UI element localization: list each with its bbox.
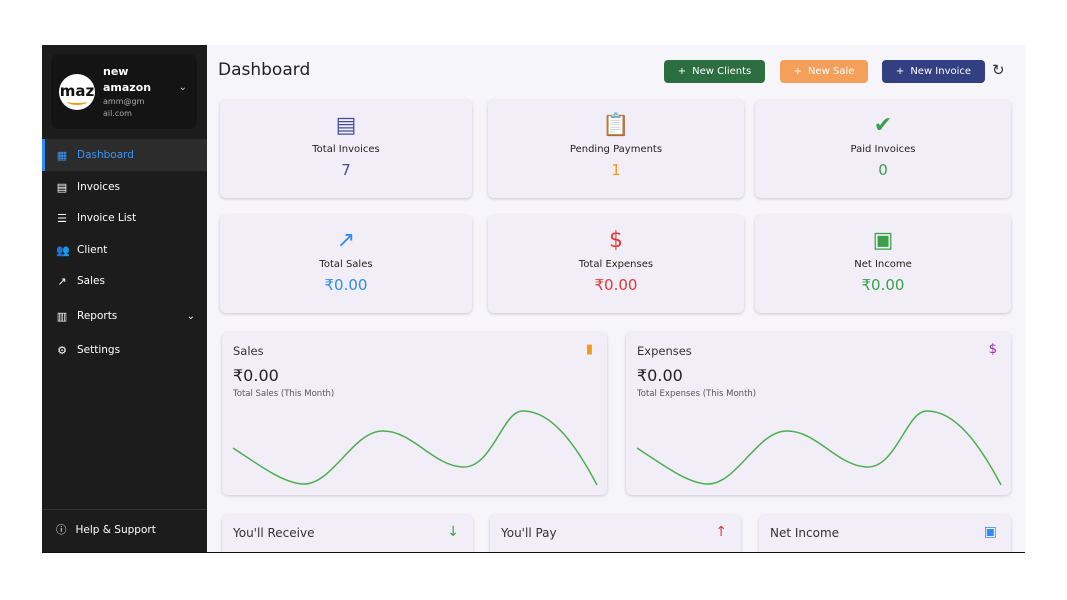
stat-label: Pending Payments xyxy=(569,144,663,155)
company-name: new amazon xyxy=(103,65,152,94)
youll-pay-card: You'll Pay ↑ xyxy=(490,515,741,552)
new-sale-button[interactable]: + New Sale xyxy=(780,60,868,83)
sparkline-path xyxy=(636,410,1002,486)
card-title: You'll Receive xyxy=(233,526,315,540)
money-off-icon: $ xyxy=(609,228,623,253)
expenses-chart-card: Expenses $ ₹0.00 Total Expenses (This Mo… xyxy=(626,332,1011,495)
wallet-icon: ▣ xyxy=(872,228,894,253)
expenses-sparkline xyxy=(636,410,1002,486)
stat-card-total-expenses: $ Total Expenses ₹0.00 xyxy=(488,215,744,313)
stat-value: ₹0.00 xyxy=(861,276,905,294)
stat-value: ₹0.00 xyxy=(324,276,368,294)
stat-value: 7 xyxy=(341,161,351,179)
stat-value: 0 xyxy=(878,161,888,179)
company-logo: maz xyxy=(59,74,95,110)
stat-value: ₹0.00 xyxy=(594,276,638,294)
plus-icon: + xyxy=(677,66,687,77)
sidebar: maz new amazon amm@gmail.com ⌄ ▦ Dashboar… xyxy=(42,45,207,552)
sidebar-item-invoice-list[interactable]: ☰ Invoice List xyxy=(42,202,207,234)
sidebar-item-label: Reports xyxy=(77,310,118,322)
button-label: New Sale xyxy=(807,66,855,77)
page-title: Dashboard xyxy=(218,60,311,80)
sidebar-item-label: Client xyxy=(77,244,108,256)
trending-up-icon: ↗ xyxy=(336,228,356,253)
wallet-icon: ▣ xyxy=(983,524,997,540)
stat-card-net-income: ▣ Net Income ₹0.00 xyxy=(755,215,1011,313)
gear-icon: ⚙ xyxy=(57,343,67,357)
stat-card-paid-invoices: ✔ Paid Invoices 0 xyxy=(755,100,1011,198)
button-label: New Invoice xyxy=(910,66,972,77)
card-title: Net Income xyxy=(770,526,840,540)
new-invoice-button[interactable]: + New Invoice xyxy=(882,60,985,83)
youll-receive-card: You'll Receive ↓ xyxy=(222,515,473,552)
bar-chart-icon: ▮ xyxy=(585,342,593,357)
help-icon: ⓘ xyxy=(56,524,67,536)
check-circle-icon: ✔ xyxy=(873,113,893,138)
help-label: Help & Support xyxy=(75,523,156,536)
dashboard-icon: ▦ xyxy=(56,148,68,162)
arrow-down-icon: ↓ xyxy=(447,524,459,540)
sidebar-item-settings[interactable]: ⚙ Settings xyxy=(42,334,207,366)
stat-value: 1 xyxy=(611,161,621,179)
stat-card-total-invoices: ▤ Total Invoices 7 xyxy=(220,100,472,198)
chart-title: Expenses xyxy=(637,344,692,358)
stat-label: Total Invoices xyxy=(312,144,380,155)
clipboard-clock-icon: 📋 xyxy=(602,113,630,138)
app-window: maz new amazon amm@gmail.com ⌄ ▦ Dashboar… xyxy=(42,45,1025,553)
stat-label: Net Income xyxy=(854,259,912,270)
stat-label: Paid Invoices xyxy=(850,144,916,155)
bar-chart-icon: ▥ xyxy=(56,309,68,323)
sidebar-item-label: Dashboard xyxy=(77,149,134,161)
money-off-icon: $ xyxy=(988,342,997,357)
plus-icon: + xyxy=(793,66,802,77)
sidebar-item-label: Invoice List xyxy=(77,212,137,224)
stat-card-total-sales: ↗ Total Sales ₹0.00 xyxy=(220,215,472,313)
sidebar-item-invoices[interactable]: ▤ Invoices xyxy=(42,171,207,203)
plus-icon: + xyxy=(895,66,905,77)
receipt-icon: ▤ xyxy=(335,113,357,138)
sidebar-item-label: Invoices xyxy=(77,181,121,193)
chart-amount: ₹0.00 xyxy=(637,366,683,385)
main-content: Dashboard + New Clients + New Sale + New In… xyxy=(207,45,1025,552)
invoice-icon: ▤ xyxy=(56,180,68,194)
profile-switcher[interactable]: maz new amazon amm@gmail.com ⌄ xyxy=(51,54,197,129)
card-title: You'll Pay xyxy=(501,526,557,540)
net-income-card: Net Income ▣ xyxy=(759,515,1011,552)
stat-card-pending-payments: 📋 Pending Payments 1 xyxy=(488,100,744,198)
help-support-link[interactable]: ⓘ Help & Support xyxy=(42,509,207,543)
sidebar-item-dashboard[interactable]: ▦ Dashboard xyxy=(42,139,207,171)
sidebar-item-sales[interactable]: ↗ Sales xyxy=(42,265,207,297)
new-clients-button[interactable]: + New Clients xyxy=(664,60,765,83)
chart-subtitle: Total Expenses (This Month) xyxy=(637,389,757,399)
refresh-icon[interactable]: ↻ xyxy=(992,61,1005,79)
button-label: New Clients xyxy=(692,66,752,77)
sales-sparkline xyxy=(232,410,598,486)
sidebar-item-reports[interactable]: ▥ Reports ⌄ xyxy=(42,300,207,332)
trending-up-icon: ↗ xyxy=(57,274,67,288)
sparkline-path xyxy=(232,410,598,486)
sidebar-item-client[interactable]: 👥 Client xyxy=(42,234,207,266)
company-email: amm@gmail.com xyxy=(103,97,145,118)
chevron-down-icon: ⌄ xyxy=(186,310,195,322)
chart-subtitle: Total Sales (This Month) xyxy=(233,389,335,399)
people-icon: 👥 xyxy=(56,243,70,257)
stat-label: Total Sales xyxy=(319,259,373,270)
list-icon: ☰ xyxy=(57,211,67,225)
chevron-down-icon[interactable]: ⌄ xyxy=(178,82,187,93)
chart-amount: ₹0.00 xyxy=(233,366,279,385)
sales-chart-card: Sales ▮ ₹0.00 Total Sales (This Month) xyxy=(222,332,607,495)
stat-label: Total Expenses xyxy=(578,259,654,270)
sidebar-item-label: Sales xyxy=(77,275,105,287)
sidebar-item-label: Settings xyxy=(77,344,121,356)
chart-title: Sales xyxy=(233,344,264,358)
arrow-up-icon: ↑ xyxy=(715,524,727,540)
